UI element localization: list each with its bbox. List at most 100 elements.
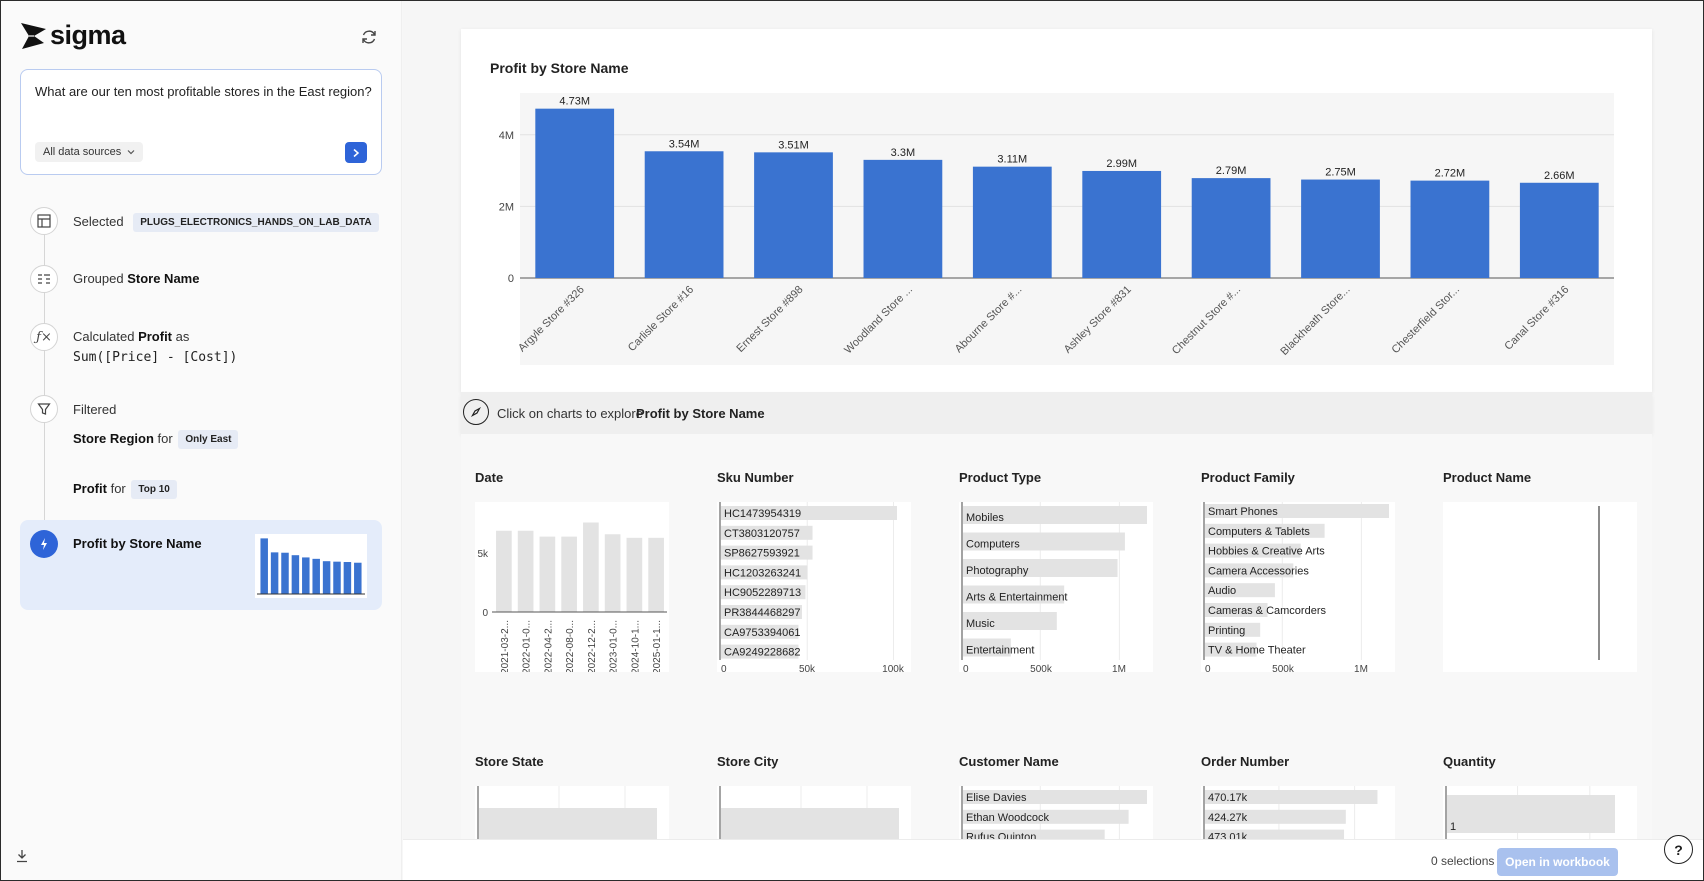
filter-profit: Profit for Top 10 [73,480,177,499]
facet-item-label: CA9753394061 [724,627,800,639]
facet-item-label: Hobbies & Creative Arts [1208,546,1325,558]
facet-bar [963,809,1129,824]
result-label: Profit by Store Name [73,536,202,551]
facet-store-city-chart[interactable] [717,786,911,839]
facet-date-chart[interactable]: 5k 0 2021-03-2... 2022-01-0... 2022-04-2... 2… [475,502,669,672]
send-button[interactable] [345,142,367,163]
x-tick-label: 2025-01-1... [652,620,663,672]
facet-bar [1205,829,1345,839]
facet-item-label: Mobiles [966,512,1004,524]
facet-product-family-chart[interactable]: Smart Phones Computers & Tablets Hobbies &… [1201,502,1395,672]
result-step[interactable]: Profit by Store Name [20,520,382,610]
x-tick-label: 2022-12-2... [587,620,598,672]
query-input[interactable]: What are our ten most profitable stores … [20,69,382,175]
facet-panels: Date Sku Number Product Type Product Fam… [461,434,1652,839]
x-tick-label: 2022-04-2... [543,620,554,672]
facet-item-label: 473.01k [1208,832,1248,839]
x-tick-label: 0 [963,664,969,672]
step-selected: Selected PLUGS_ELECTRONICS_HANDS_ON_LAB_… [73,213,379,232]
x-tick-label: 2022-08-0... [565,620,576,672]
facet-item-label: Audio [1208,585,1236,597]
lightning-icon [30,530,58,558]
explore-target: Profit by Store Name [636,406,765,421]
facet-bar [604,534,621,612]
selection-count: 0 selections [1431,854,1495,868]
download-icon[interactable] [16,849,28,868]
facet-item-label: Elise Davies [966,792,1027,804]
x-tick-label: 500k [1030,664,1053,672]
facet-bar [963,638,1011,657]
result-thumbnail[interactable] [255,534,367,598]
thumb-bar [260,538,268,594]
assistant-sidebar: sigma What are our ten most profitable s… [0,0,402,881]
facet-order-number-title: Order Number [1201,754,1290,769]
data-label: 2.99M [1106,158,1137,170]
facet-order-number-chart[interactable]: 470.17k 424.27k 473.01k [1201,786,1395,839]
open-in-workbook-button[interactable]: Open in workbook [1497,848,1618,876]
step-calculated-label: Calculated [73,329,135,344]
chevron-down-icon [127,150,135,155]
facet-item-label: Arts & Entertainment [966,592,1068,604]
x-tick-label: 50k [799,664,816,672]
chart-bar [1082,170,1162,278]
facet-bar [539,536,556,612]
facet-item-label: Camera Accessories [1208,565,1309,577]
facet-customer-name-chart[interactable]: Elise Davies Ethan Woodcock Rufus Quinton [959,786,1153,839]
y-tick-label: 0 [508,273,514,285]
query-text[interactable]: What are our ten most profitable stores … [35,84,372,99]
help-icon: ? [1674,841,1683,858]
facet-item-label: TV & Home Theater [1208,645,1306,657]
function-icon: ƒ× [30,323,58,351]
grouped-field: Store Name [127,271,200,286]
chart-bar [1301,179,1380,278]
step-calculated: Calculated Profit as [73,329,189,344]
facet-bar [1205,603,1268,617]
facet-product-type-chart[interactable]: Mobiles Computers Photography Arts & Entert… [959,502,1153,672]
data-label: 3.54M [669,138,700,150]
facet-bar [1205,583,1275,598]
facet-item-label: Computers & Tablets [1208,526,1310,538]
filter2-tag: Top 10 [131,480,177,499]
facet-bar [721,624,799,639]
chart-bar [644,151,724,278]
facet-bar [1205,563,1294,578]
thumb-bar [322,561,331,594]
bar [479,808,657,839]
chart-bar [754,152,833,278]
facet-quantity-chart[interactable]: 1 [1443,786,1637,839]
facet-item-label: PR3844468297 [724,607,800,619]
refresh-icon[interactable] [360,28,380,48]
chart-card[interactable]: Profit by Store Name 0 2M 4M 4.73M Argyle St… [461,29,1652,392]
data-sources-label: All data sources [43,146,122,158]
facet-sku-chart[interactable]: HC1473954319 CT3803120757 SP8627593921 HC12… [717,502,911,672]
chart-bar [1519,182,1599,278]
facet-bar [626,537,643,612]
timeline-line [44,235,45,525]
facet-bar [721,585,806,600]
chevron-right-icon [353,148,360,157]
x-tick-label: 0 [721,664,727,672]
facet-product-name-chart[interactable] [1443,502,1637,672]
formula-text: Sum([Price] - [Cost]) [73,350,238,365]
filter1-for: for [157,430,173,446]
filter2-for: for [110,480,126,496]
facet-item-label: Smart Phones [1208,506,1278,518]
chart-bar [972,166,1052,278]
chart-bar [1191,178,1271,278]
x-tick-label: 0 [1205,664,1211,672]
help-button[interactable]: ? [1664,835,1693,864]
facet-bar [1205,790,1378,804]
facet-product-family-title: Product Family [1201,470,1295,485]
facet-sku-title: Sku Number [717,470,794,485]
x-tick-label: 2021-03-2... [500,620,511,672]
facet-bar [721,605,802,619]
facet-bar [721,506,897,520]
chart-title: Profit by Store Name [490,60,629,76]
facet-item-label: 470.17k [1208,792,1248,804]
facet-store-state-chart[interactable] [475,786,669,839]
facet-bar [721,525,813,540]
data-sources-dropdown[interactable]: All data sources [35,142,144,162]
facet-bar [963,506,1147,524]
filter-store-region: Store Region for Only East [73,430,239,449]
